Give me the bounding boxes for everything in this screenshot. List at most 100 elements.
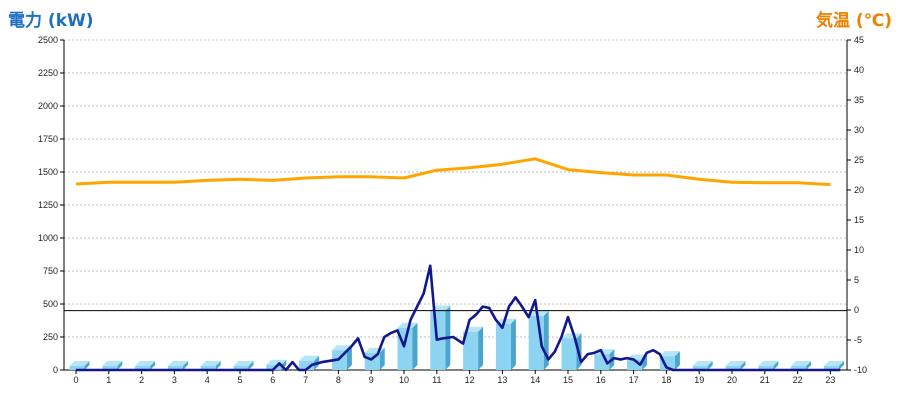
bar xyxy=(69,366,85,370)
bar-top xyxy=(135,361,156,367)
y-right-tick-label: 15 xyxy=(854,215,864,225)
bar-top xyxy=(233,361,254,367)
bar-side xyxy=(674,351,680,370)
bar-top xyxy=(397,322,418,328)
y-left-tick-label: 500 xyxy=(43,299,58,309)
y-right-tick-label: 25 xyxy=(854,155,864,165)
bar-side xyxy=(838,361,844,370)
bar xyxy=(167,366,183,370)
y-right-tick-label: 20 xyxy=(854,185,864,195)
bar-side xyxy=(412,322,418,370)
x-tick-label: 18 xyxy=(661,375,671,385)
x-tick-label: 8 xyxy=(336,375,341,385)
bar-top xyxy=(167,361,188,367)
x-tick-label: 12 xyxy=(465,375,475,385)
x-tick-label: 23 xyxy=(825,375,835,385)
y-left-tick-label: 2000 xyxy=(38,101,58,111)
x-tick-label: 10 xyxy=(399,375,409,385)
bar-top xyxy=(659,351,680,357)
bar xyxy=(200,366,216,370)
bar xyxy=(791,366,807,370)
bar-top xyxy=(561,333,582,339)
y-right-tick-label: -5 xyxy=(854,335,862,345)
bar xyxy=(627,359,643,370)
y-left-tick-label: 1500 xyxy=(38,167,58,177)
bar-top xyxy=(528,310,549,316)
x-tick-label: 21 xyxy=(760,375,770,385)
y-right-tick-label: 45 xyxy=(854,35,864,45)
y-left-tick-label: 750 xyxy=(43,266,58,276)
x-tick-label: 13 xyxy=(497,375,507,385)
power-line xyxy=(76,264,841,372)
x-tick-label: 0 xyxy=(73,375,78,385)
y-left-tick-label: 2500 xyxy=(38,35,58,45)
x-tick-label: 9 xyxy=(369,375,374,385)
bar xyxy=(758,366,774,370)
x-tick-label: 20 xyxy=(727,375,737,385)
x-tick-label: 16 xyxy=(596,375,606,385)
y-left-tick-label: 1000 xyxy=(38,233,58,243)
y-left-axis-title: 電力 (kW) xyxy=(8,11,94,31)
y-left-tick-label: 250 xyxy=(43,332,58,342)
x-tick-label: 6 xyxy=(270,375,275,385)
bar-top xyxy=(69,361,90,367)
bar-side xyxy=(84,361,90,370)
bar-side xyxy=(182,361,188,370)
bar-top xyxy=(266,359,287,365)
x-tick-label: 2 xyxy=(139,375,144,385)
bar xyxy=(299,360,315,370)
bar-top xyxy=(725,361,746,367)
y-left-tick-label: 1750 xyxy=(38,134,58,144)
bar-side xyxy=(510,318,516,370)
bar-top xyxy=(102,361,123,367)
x-tick-label: 19 xyxy=(694,375,704,385)
x-tick-label: 7 xyxy=(303,375,308,385)
bar xyxy=(692,366,708,370)
bar-top xyxy=(200,361,221,367)
bar-top xyxy=(791,361,812,367)
bar-top xyxy=(299,355,320,361)
x-tick-label: 1 xyxy=(106,375,111,385)
bar xyxy=(102,366,118,370)
bar-side xyxy=(773,361,779,370)
y-left-tick-label: 1250 xyxy=(38,200,58,210)
bar xyxy=(561,338,577,370)
bar-side xyxy=(806,361,812,370)
y-right-tick-label: 30 xyxy=(854,125,864,135)
x-tick-label: 17 xyxy=(629,375,639,385)
y-right-tick-label: 35 xyxy=(854,95,864,105)
bar-side xyxy=(117,361,123,370)
bar xyxy=(463,331,479,370)
y-left-tick-label: 2250 xyxy=(38,68,58,78)
x-tick-label: 11 xyxy=(432,375,441,385)
x-tick-label: 5 xyxy=(237,375,242,385)
y-right-tick-label: 40 xyxy=(854,65,864,75)
temperature-line xyxy=(75,157,831,187)
bar-top xyxy=(823,361,844,367)
bar-side xyxy=(215,361,221,370)
y-left-tick-label: 0 xyxy=(53,365,58,375)
bar-side xyxy=(707,361,713,370)
bar-side xyxy=(740,361,746,370)
bar xyxy=(725,366,741,370)
x-tick-label: 15 xyxy=(563,375,573,385)
bar xyxy=(823,366,839,370)
y-right-tick-label: 10 xyxy=(854,245,864,255)
y-right-axis-title: 気温 (℃) xyxy=(815,11,892,31)
x-tick-label: 4 xyxy=(205,375,210,385)
bar-side xyxy=(248,361,254,370)
bar xyxy=(135,366,151,370)
bar-side xyxy=(478,326,484,370)
bar-top xyxy=(758,361,779,367)
y-right-tick-label: 5 xyxy=(854,275,859,285)
bar-side xyxy=(379,347,385,370)
bar-top xyxy=(692,361,713,367)
bar-top xyxy=(331,345,352,351)
bar xyxy=(233,366,249,370)
bar-top xyxy=(495,318,516,324)
x-tick-label: 3 xyxy=(172,375,177,385)
y-right-tick-label: -10 xyxy=(854,365,867,375)
bar-side xyxy=(543,310,549,370)
